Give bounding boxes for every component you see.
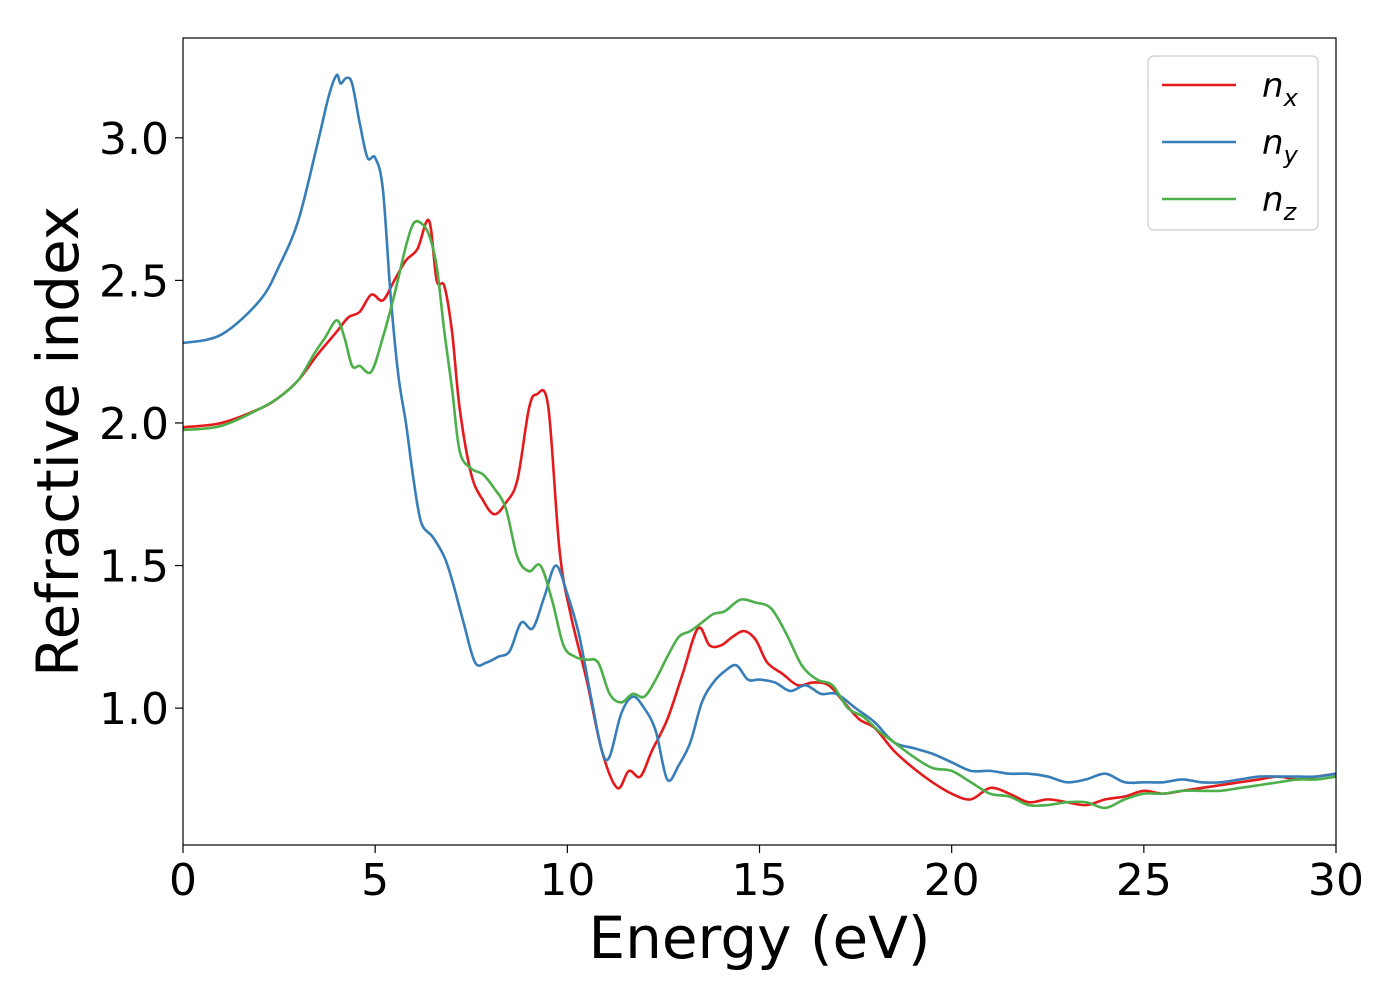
x-axis-label: Energy (eV) [588,904,930,972]
series-line-n-x [183,218,1336,807]
series-line-n-y [183,73,1336,785]
legend: nx ny nz [1147,55,1319,231]
x-tick-label: 15 [732,855,788,906]
y-tick-label: 3.0 [99,114,169,165]
x-tick-label: 30 [1308,855,1364,906]
y-tick-label: 1.5 [99,542,169,593]
y-tick-label: 2.0 [99,399,169,450]
y-axis: 1.0 1.5 2.0 2.5 3.0 [99,114,183,735]
y-tick-label: 2.5 [99,256,169,307]
legend-label: nz [1262,180,1298,226]
x-tick-label: 25 [1116,855,1172,906]
series-layer [183,73,1336,810]
y-axis-label: Refractive index [24,206,92,677]
x-tick-label: 20 [924,855,980,906]
legend-label: ny [1262,123,1299,169]
x-axis: 0 5 10 15 20 25 30 [169,845,1364,906]
x-tick-label: 0 [169,855,197,906]
x-tick-label: 5 [361,855,389,906]
legend-label: nx [1262,66,1299,112]
x-tick-label: 10 [539,855,595,906]
series-line-n-z [183,219,1336,810]
y-tick-label: 1.0 [99,684,169,735]
